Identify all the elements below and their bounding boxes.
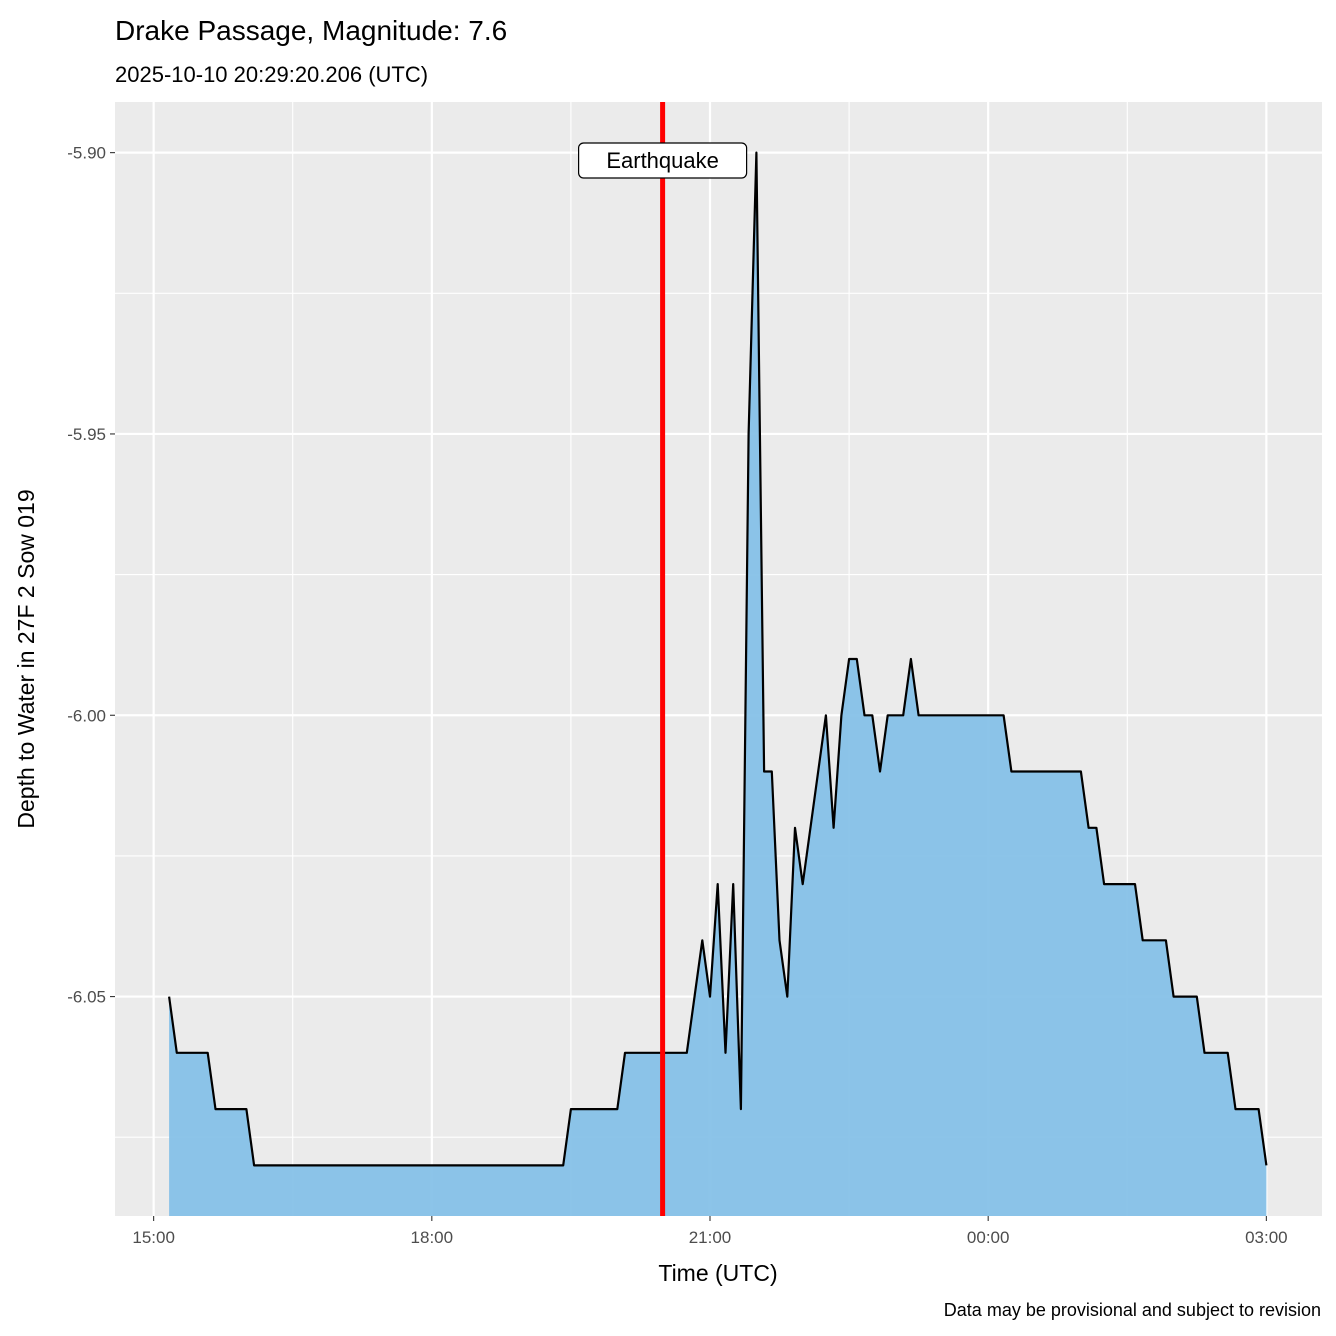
area-fill: [169, 152, 1267, 1217]
x-tick-label: 15:00: [132, 1228, 175, 1247]
earthquake-label-box: [578, 142, 748, 179]
x-tick-label: 21:00: [689, 1228, 732, 1247]
y-tick-label: -5.90: [67, 144, 106, 163]
x-tick-label: 18:00: [411, 1228, 454, 1247]
y-tick-label: -6.05: [67, 988, 106, 1007]
data-area: [168, 151, 1268, 1217]
earthquake-label: Earthquake: [606, 148, 719, 173]
y-axis-label: Depth to Water in 27F 2 Sow 019: [13, 489, 39, 828]
chart-subtitle: 2025-10-10 20:29:20.206 (UTC): [115, 62, 428, 87]
chart-title: Drake Passage, Magnitude: 7.6: [115, 15, 507, 46]
caption: Data may be provisional and subject to r…: [944, 1300, 1321, 1320]
earthquake-marker: Earthquake: [578, 102, 748, 1216]
axis-ticks: 15:00 18:00 21:00 00:00 03:00 -5.90 -5.95 -6.00…: [67, 144, 1287, 1247]
x-tick-label: 00:00: [967, 1228, 1010, 1247]
x-tick-label: 03:00: [1245, 1228, 1288, 1247]
y-tick-label: -6.00: [67, 706, 106, 725]
y-tick-label: -5.95: [67, 425, 106, 444]
x-axis-label: Time (UTC): [658, 1260, 777, 1286]
series-line: [168, 151, 1268, 1167]
